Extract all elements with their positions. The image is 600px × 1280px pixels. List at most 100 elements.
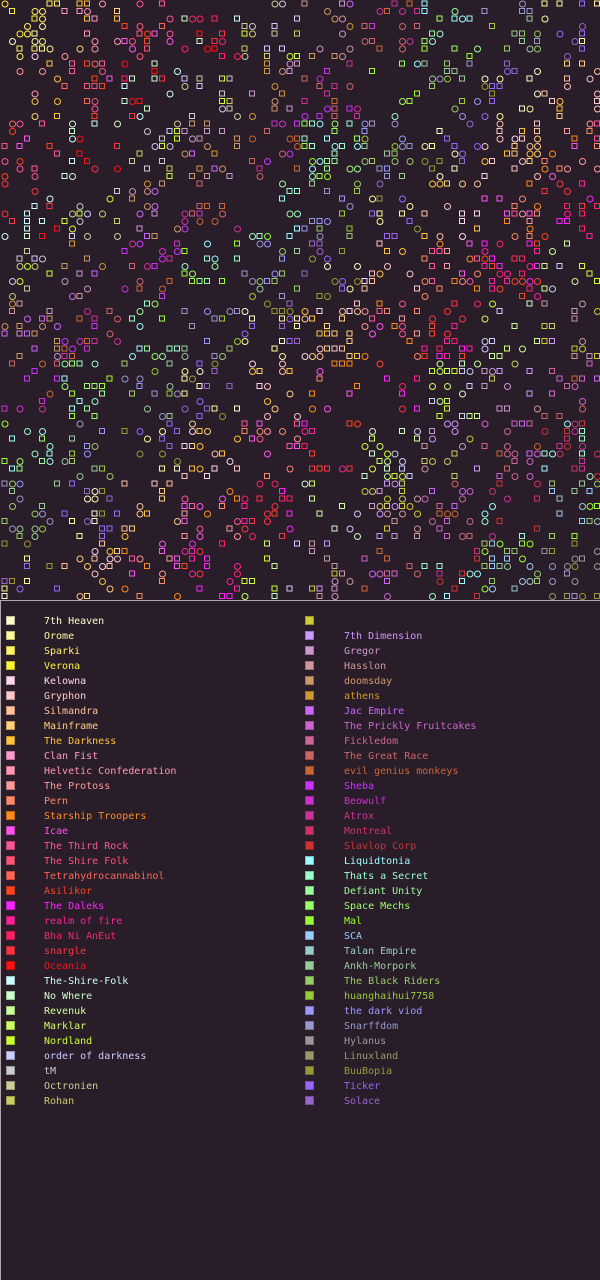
territory-circle-marker xyxy=(534,278,541,285)
territory-square-marker xyxy=(429,83,435,89)
territory-square-marker xyxy=(526,420,533,427)
territory-square-marker xyxy=(309,480,315,487)
territory-circle-marker xyxy=(361,443,369,450)
territory-square-marker xyxy=(256,233,263,239)
territory-circle-marker xyxy=(39,405,46,413)
territory-circle-marker xyxy=(61,278,69,285)
territory-square-marker xyxy=(99,83,105,89)
territory-circle-marker xyxy=(9,128,16,135)
territory-square-marker xyxy=(181,518,188,524)
territory-circle-marker xyxy=(69,210,76,218)
territory-circle-marker xyxy=(39,68,46,75)
territory-square-marker xyxy=(444,368,450,374)
territory-circle-marker xyxy=(39,510,46,518)
territory-circle-marker xyxy=(361,353,369,360)
territory-square-marker xyxy=(301,75,308,82)
territory-square-marker xyxy=(99,510,105,517)
territory-circle-marker xyxy=(511,360,519,368)
territory-square-marker xyxy=(129,570,135,577)
territory-square-marker xyxy=(339,315,345,322)
territory-square-marker xyxy=(399,390,405,397)
territory-square-marker xyxy=(579,518,585,524)
territory-square-marker xyxy=(54,345,60,352)
territory-circle-marker xyxy=(579,593,586,600)
territory-square-marker xyxy=(481,240,488,247)
territory-square-marker xyxy=(46,563,53,569)
territory-square-marker xyxy=(376,533,383,539)
territory-square-marker xyxy=(436,15,443,22)
legend-swatch xyxy=(6,991,15,1000)
territory-square-marker xyxy=(414,23,420,29)
legend-item: Hylanus xyxy=(300,1034,600,1049)
territory-square-marker xyxy=(24,563,30,569)
territory-square-marker xyxy=(159,435,165,442)
legend-label: Jac Empire xyxy=(344,706,405,717)
territory-square-marker xyxy=(1,458,8,464)
territory-square-marker xyxy=(249,90,255,97)
territory-circle-marker xyxy=(346,23,354,30)
territory-circle-marker xyxy=(474,360,481,368)
territory-circle-marker xyxy=(451,8,459,15)
territory-circle-marker xyxy=(481,338,489,345)
territory-circle-marker xyxy=(219,105,226,113)
territory-square-marker xyxy=(46,270,53,277)
territory-square-marker xyxy=(564,240,570,247)
territory-circle-marker xyxy=(99,563,106,570)
territory-square-marker xyxy=(504,555,510,562)
territory-square-marker xyxy=(339,285,345,292)
territory-square-marker xyxy=(481,383,488,389)
legend-item: Montreal xyxy=(300,824,600,839)
territory-square-marker xyxy=(1,593,8,599)
territory-square-marker xyxy=(301,98,308,104)
territory-circle-marker xyxy=(526,278,534,285)
territory-circle-marker xyxy=(61,458,69,465)
territory-circle-marker xyxy=(511,233,519,240)
legend-swatch xyxy=(305,796,314,805)
territory-square-marker xyxy=(459,578,465,584)
territory-circle-marker xyxy=(414,353,421,360)
territory-square-marker xyxy=(144,233,150,239)
territory-square-marker xyxy=(24,233,30,239)
legend-label: The Daleks xyxy=(44,901,105,912)
territory-circle-marker xyxy=(346,83,354,90)
territory-circle-marker xyxy=(114,555,121,563)
territory-circle-marker xyxy=(556,98,564,105)
territory-square-marker xyxy=(121,428,128,434)
legend-item: BuuBopia xyxy=(300,1064,600,1079)
territory-square-marker xyxy=(69,233,75,239)
territory-circle-marker xyxy=(489,533,496,540)
territory-square-marker xyxy=(196,165,203,172)
territory-square-marker xyxy=(84,593,90,599)
territory-circle-marker xyxy=(534,570,541,578)
territory-circle-marker xyxy=(481,518,489,525)
territory-square-marker xyxy=(84,0,90,7)
territory-circle-marker xyxy=(309,353,316,360)
legend-label: realm of fire xyxy=(44,916,123,927)
territory-square-marker xyxy=(69,60,75,67)
territory-square-marker xyxy=(166,420,173,427)
territory-square-marker xyxy=(69,128,75,134)
territory-square-marker xyxy=(316,293,323,299)
territory-square-marker xyxy=(249,578,255,584)
territory-circle-marker xyxy=(189,428,196,435)
territory-circle-marker xyxy=(39,15,46,23)
territory-square-marker xyxy=(166,360,173,367)
territory-square-marker xyxy=(196,210,203,217)
territory-square-marker xyxy=(61,8,68,14)
legend-item xyxy=(300,614,600,629)
territory-circle-marker xyxy=(189,135,196,143)
territory-square-marker xyxy=(309,548,315,554)
legend-item: No Where xyxy=(0,989,300,1004)
territory-square-marker xyxy=(16,353,23,359)
territory-circle-marker xyxy=(249,135,256,143)
territory-circle-marker xyxy=(436,398,444,405)
territory-square-marker xyxy=(459,75,465,82)
territory-circle-marker xyxy=(151,203,159,210)
territory-circle-marker xyxy=(496,120,504,128)
territory-circle-marker xyxy=(549,593,556,600)
territory-circle-marker xyxy=(189,420,196,428)
territory-square-marker xyxy=(564,128,570,134)
territory-square-marker xyxy=(339,210,345,217)
territory-circle-marker xyxy=(316,248,324,255)
territory-square-marker xyxy=(316,330,323,337)
